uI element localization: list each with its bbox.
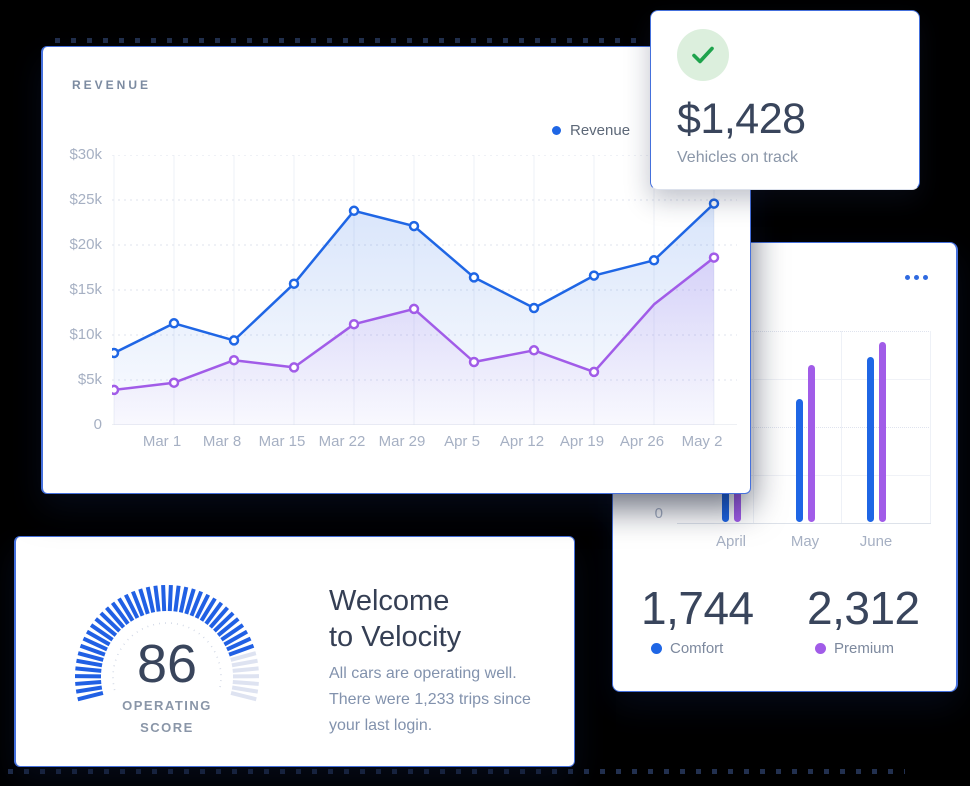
- gridline-v: [753, 331, 754, 523]
- bar-comfort-june: [866, 357, 874, 522]
- vehicles-on-track-card: $1,428 Vehicles on track: [650, 10, 920, 190]
- gridline-h: [677, 475, 931, 476]
- revenue-y-axis-labels: $30k $25k $20k $15k $10k $5k 0: [43, 146, 102, 433]
- background-dot-pattern-top: [55, 38, 647, 43]
- kpi-label: Vehicles on track: [677, 149, 798, 166]
- bar-comfort-may: [795, 399, 803, 522]
- revenue-card: REVENUE Revenue $30k $25k $20k $15k $10k $5k 0…: [41, 46, 751, 494]
- background-dot-pattern-bottom: [8, 769, 905, 774]
- y-tick-label: $20k: [69, 236, 102, 253]
- x-tick-label: May 2: [681, 433, 723, 450]
- welcome-card: 86 OPERATING SCORE Welcome to Velocity A…: [14, 536, 575, 767]
- y-tick-label: $30k: [69, 146, 102, 163]
- operating-score-gauge: [72, 575, 272, 705]
- y-tick-label: $10k: [69, 326, 102, 343]
- x-tick-label: Mar 22: [318, 433, 366, 450]
- gridline-h: [677, 331, 931, 332]
- x-tick-label: Apr 19: [559, 433, 605, 450]
- operating-score-value: 86: [136, 634, 198, 694]
- gridline-h: [677, 379, 931, 380]
- revenue-legend-item[interactable]: Revenue: [552, 122, 630, 139]
- bar-category-label: May: [790, 533, 820, 550]
- comfort-legend[interactable]: Comfort: [651, 640, 723, 657]
- gridline-v: [841, 331, 842, 523]
- x-tick-label: Apr 26: [619, 433, 665, 450]
- welcome-title: Welcome to Velocity: [329, 585, 462, 653]
- gridline-h: [677, 427, 931, 428]
- bar-chart-x-axis: [677, 523, 931, 524]
- x-tick-label: Apr 5: [444, 433, 480, 450]
- x-tick-label: Apr 12: [499, 433, 545, 450]
- y-tick-label: $5k: [77, 371, 102, 388]
- bar-premium-may: [807, 365, 815, 522]
- revenue-x-axis-labels: Mar 1 Mar 8 Mar 15 Mar 22 Mar 29 Apr 5 Apr 12 A…: [112, 433, 737, 453]
- y-tick-label: $15k: [69, 281, 102, 298]
- y-tick-label: 0: [93, 416, 102, 433]
- bar-chart-y-zero-label: 0: [654, 505, 663, 522]
- comfort-stat-value: 1,744: [641, 582, 754, 634]
- revenue-plot-svg: [108, 154, 737, 426]
- bar-premium-june: [878, 342, 886, 522]
- check-circle-icon: [677, 29, 729, 81]
- revenue-line-chart: [108, 154, 737, 426]
- bar-category-label: April: [715, 533, 747, 550]
- bar-category-label: June: [859, 533, 893, 550]
- comfort-legend-label: Comfort: [670, 640, 724, 657]
- premium-legend[interactable]: Premium: [815, 640, 894, 657]
- ellipsis-menu-icon[interactable]: [901, 271, 932, 284]
- revenue-card-title: REVENUE: [72, 78, 152, 92]
- x-tick-label: Mar 8: [202, 433, 242, 450]
- gridline-v: [930, 331, 931, 523]
- y-tick-label: $25k: [69, 191, 102, 208]
- x-tick-label: Mar 1: [142, 433, 182, 450]
- x-tick-label: Mar 15: [258, 433, 306, 450]
- comfort-dot-icon: [651, 643, 662, 654]
- operating-score-label: OPERATING SCORE: [122, 698, 212, 735]
- kpi-value: $1,428: [677, 95, 806, 143]
- x-tick-label: Mar 29: [378, 433, 426, 450]
- premium-stat-value: 2,312: [807, 582, 920, 634]
- revenue-legend-label: Revenue: [570, 122, 631, 139]
- gauge-ticks: [74, 584, 260, 702]
- revenue-legend-dot-icon: [552, 126, 561, 135]
- premium-legend-label: Premium: [834, 640, 895, 657]
- premium-dot-icon: [815, 643, 826, 654]
- welcome-body-text: All cars are operating well. There were …: [329, 665, 531, 734]
